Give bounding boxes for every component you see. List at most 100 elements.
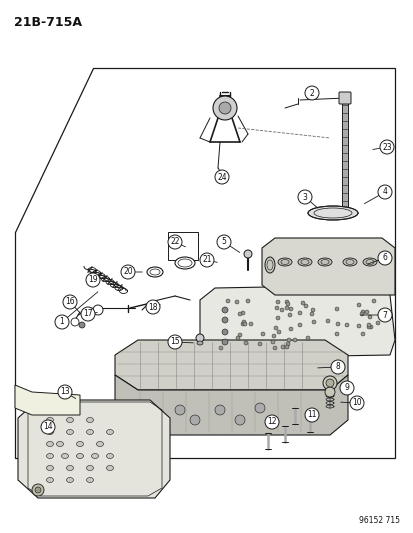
Circle shape — [377, 251, 391, 265]
Ellipse shape — [197, 341, 202, 345]
Circle shape — [344, 323, 348, 327]
Circle shape — [93, 305, 103, 315]
Circle shape — [190, 415, 199, 425]
Circle shape — [275, 316, 279, 320]
Ellipse shape — [317, 258, 331, 266]
Ellipse shape — [86, 430, 93, 434]
Text: 3: 3 — [302, 192, 307, 201]
Circle shape — [216, 235, 230, 249]
Polygon shape — [15, 385, 80, 415]
Text: 18: 18 — [148, 303, 157, 311]
Circle shape — [32, 484, 44, 496]
Text: 24: 24 — [217, 173, 226, 182]
Circle shape — [214, 405, 224, 415]
Text: 13: 13 — [60, 387, 70, 397]
Circle shape — [360, 310, 364, 314]
Circle shape — [375, 321, 379, 325]
Circle shape — [243, 341, 247, 345]
Circle shape — [240, 322, 244, 326]
Circle shape — [63, 295, 77, 309]
Circle shape — [367, 315, 371, 319]
Circle shape — [284, 300, 288, 304]
Circle shape — [81, 307, 95, 321]
Polygon shape — [199, 285, 394, 358]
Circle shape — [225, 299, 230, 303]
Text: 9: 9 — [344, 384, 349, 392]
Circle shape — [359, 312, 363, 316]
Text: 12: 12 — [267, 417, 276, 426]
Text: 4: 4 — [382, 188, 387, 197]
Ellipse shape — [56, 441, 63, 447]
Polygon shape — [261, 238, 394, 295]
Circle shape — [214, 170, 228, 184]
Text: 19: 19 — [88, 276, 97, 285]
Circle shape — [311, 320, 315, 324]
Ellipse shape — [277, 258, 291, 266]
Ellipse shape — [66, 417, 74, 423]
Ellipse shape — [297, 258, 311, 266]
Circle shape — [199, 253, 214, 267]
Text: 23: 23 — [381, 142, 391, 151]
Text: 96152 715: 96152 715 — [358, 516, 399, 526]
Ellipse shape — [96, 441, 103, 447]
Ellipse shape — [46, 417, 53, 423]
Circle shape — [284, 345, 288, 349]
Circle shape — [274, 306, 278, 310]
Circle shape — [248, 322, 252, 326]
Circle shape — [303, 304, 307, 308]
Circle shape — [279, 308, 283, 312]
Circle shape — [280, 345, 284, 349]
Ellipse shape — [106, 430, 113, 434]
Circle shape — [297, 323, 301, 327]
Circle shape — [257, 342, 261, 346]
Circle shape — [287, 313, 291, 317]
Ellipse shape — [264, 257, 274, 273]
Ellipse shape — [76, 441, 83, 447]
Ellipse shape — [362, 258, 376, 266]
Ellipse shape — [46, 441, 53, 447]
Circle shape — [334, 307, 338, 311]
Ellipse shape — [62, 454, 68, 458]
Ellipse shape — [91, 454, 98, 458]
Circle shape — [245, 299, 249, 303]
Polygon shape — [115, 340, 347, 390]
Text: 21B-715A: 21B-715A — [14, 15, 82, 28]
Ellipse shape — [66, 430, 74, 434]
Circle shape — [285, 302, 289, 306]
Circle shape — [243, 250, 252, 258]
Circle shape — [273, 326, 277, 330]
Circle shape — [71, 318, 79, 326]
Circle shape — [168, 235, 182, 249]
Ellipse shape — [76, 454, 83, 458]
Circle shape — [221, 307, 228, 313]
Circle shape — [286, 338, 290, 342]
Circle shape — [235, 336, 240, 340]
Circle shape — [366, 323, 370, 327]
Ellipse shape — [46, 454, 53, 458]
Text: 21: 21 — [202, 255, 211, 264]
Circle shape — [235, 415, 244, 425]
Circle shape — [356, 303, 360, 307]
Circle shape — [218, 102, 230, 114]
Ellipse shape — [46, 465, 53, 471]
Circle shape — [221, 339, 228, 345]
Circle shape — [285, 342, 289, 346]
Ellipse shape — [342, 258, 356, 266]
Circle shape — [168, 335, 182, 349]
Circle shape — [297, 190, 311, 204]
Circle shape — [121, 265, 135, 279]
Text: 5: 5 — [221, 238, 226, 246]
Polygon shape — [168, 232, 197, 260]
Circle shape — [310, 308, 314, 312]
Text: 15: 15 — [170, 337, 179, 346]
Circle shape — [260, 332, 264, 336]
Circle shape — [55, 315, 69, 329]
Circle shape — [242, 322, 247, 326]
Ellipse shape — [66, 478, 74, 482]
Circle shape — [334, 332, 338, 336]
Circle shape — [349, 396, 363, 410]
Circle shape — [304, 408, 318, 422]
Circle shape — [322, 376, 336, 390]
Polygon shape — [18, 400, 170, 498]
Ellipse shape — [66, 465, 74, 471]
